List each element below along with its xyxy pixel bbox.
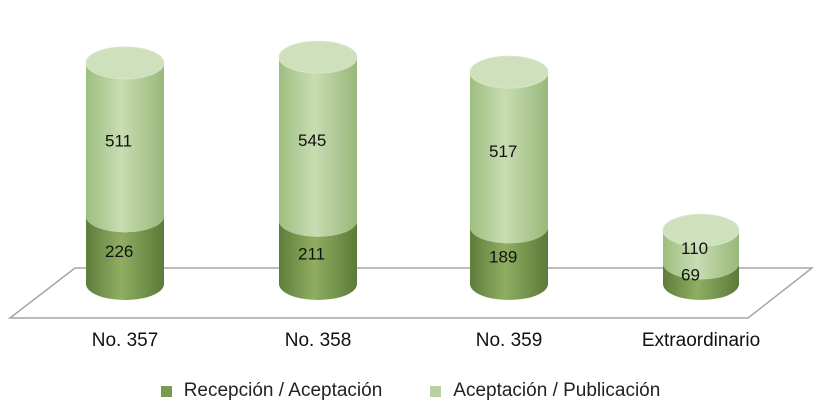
bar-aceptacion-4 — [663, 230, 739, 280]
legend-swatch-aceptacion — [430, 385, 442, 397]
bar-top-cap-1 — [85, 46, 165, 80]
bar-aceptacion-1 — [86, 62, 164, 233]
chart-floor — [7, 267, 815, 319]
value-label-aceptacion-3: 517 — [489, 142, 517, 161]
bar-recepcion-1 — [86, 216, 164, 300]
bar-top-cap-4 — [662, 213, 740, 247]
value-label-recepcion-2: 211 — [298, 244, 325, 263]
legend-label-aceptacion: Aceptación / Publicación — [453, 380, 661, 401]
value-label-aceptacion-4: 110 — [681, 239, 708, 258]
category-label-4: Extraordinario — [642, 330, 760, 351]
value-label-recepcion-4: 69 — [681, 266, 700, 285]
bar-recepcion-3 — [470, 227, 548, 300]
legend-label-recepcion: Recepción / Aceptación — [183, 380, 383, 401]
category-label-1: No. 357 — [92, 330, 159, 351]
bars-layer — [85, 40, 740, 300]
bar-aceptacion-2 — [279, 57, 357, 237]
bar-recepcion-4 — [663, 263, 739, 300]
value-label-aceptacion-2: 545 — [298, 131, 326, 150]
bar-recepcion-2 — [279, 220, 357, 300]
value-label-recepcion-3: 189 — [489, 248, 517, 267]
bar-aceptacion-3 — [470, 72, 548, 244]
legend: Recepción / Aceptación Aceptación / Publ… — [0, 380, 821, 402]
bar-top-cap-3 — [469, 55, 549, 89]
category-label-3: No. 359 — [476, 330, 543, 351]
legend-item-recepcion: Recepción / Aceptación — [160, 380, 383, 402]
bar-top-cap-2 — [278, 40, 358, 74]
legend-item-aceptacion: Aceptación / Publicación — [430, 380, 660, 402]
category-label-2: No. 358 — [285, 330, 352, 351]
labels-layer: 226 511 No. 357 211 545 No. 358 189 517 No. 359 6… — [92, 131, 760, 351]
legend-swatch-recepcion — [160, 385, 172, 397]
value-label-aceptacion-1: 511 — [105, 132, 132, 151]
value-label-recepcion-1: 226 — [105, 242, 133, 261]
